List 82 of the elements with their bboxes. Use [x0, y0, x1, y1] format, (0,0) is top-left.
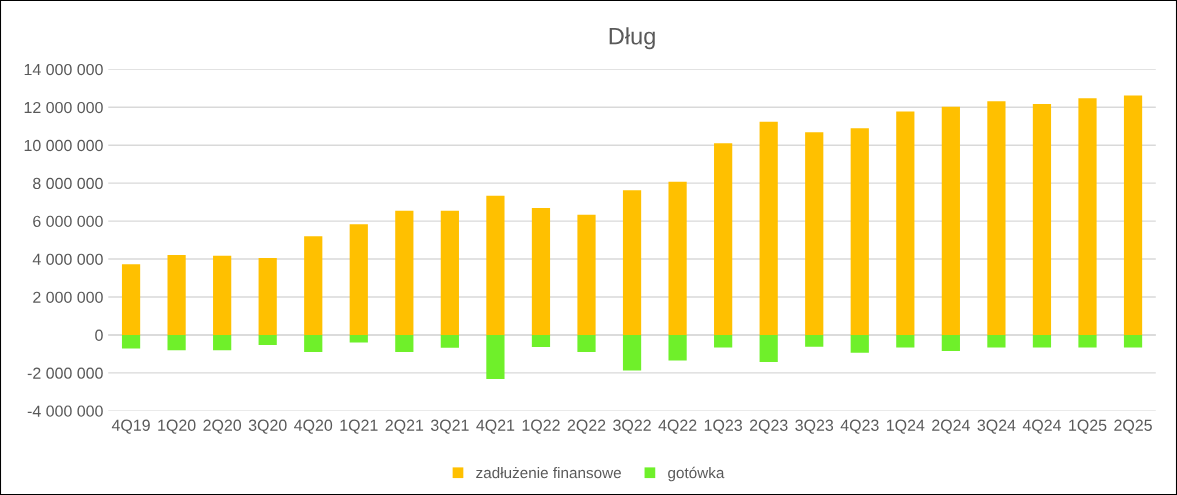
x-tick-label: 3Q24 [977, 419, 1016, 434]
y-tick-label: 6 000 000 [33, 215, 103, 228]
chart-title: Dług [609, 27, 655, 50]
bar [941, 106, 960, 335]
bar [714, 334, 733, 348]
x-tick-label: 1Q25 [1069, 419, 1107, 434]
bar [395, 210, 414, 335]
legend-label: zadłużenie finansowe [476, 467, 621, 479]
y-tick-label: 10 000 000 [24, 139, 103, 152]
x-tick-label: 1Q23 [704, 419, 742, 434]
bar [850, 128, 869, 335]
legend-label: gotówka [668, 466, 725, 482]
x-tick-label: 4Q22 [658, 419, 697, 434]
bar [213, 334, 232, 351]
bar [531, 208, 551, 335]
x-tick-label: 4Q23 [840, 419, 879, 434]
x-tick-label: 3Q23 [795, 419, 834, 434]
x-tick-label: 1Q21 [340, 419, 378, 434]
x-tick-label: 2Q20 [203, 419, 242, 434]
bar [304, 236, 323, 335]
bar [805, 132, 824, 335]
x-tick-label: 3Q22 [613, 419, 651, 434]
bar [668, 181, 687, 335]
bar [668, 334, 687, 361]
bar [440, 334, 459, 348]
bar [987, 334, 1006, 348]
bar [1078, 334, 1097, 348]
bar [395, 334, 414, 353]
bar [850, 334, 869, 353]
bar [121, 264, 141, 335]
bar [714, 143, 733, 335]
bar [987, 101, 1006, 335]
bar [1123, 95, 1143, 335]
x-tick-label: 2Q24 [932, 419, 970, 434]
bar [167, 334, 186, 351]
x-tick-label: 1Q20 [158, 419, 196, 434]
bar [258, 257, 277, 335]
bar [486, 334, 505, 379]
x-tick-label: 1Q22 [522, 419, 560, 434]
y-tick-label: 4 000 000 [32, 253, 103, 265]
bar [1032, 334, 1052, 348]
bar [304, 334, 323, 353]
bar [622, 334, 642, 371]
x-tick-label: 3Q21 [430, 419, 469, 434]
bar [622, 190, 642, 335]
bar [486, 195, 505, 335]
bar [440, 210, 459, 335]
bar [1032, 104, 1052, 335]
x-tick-label: 2Q22 [567, 419, 606, 434]
bar [349, 334, 368, 343]
y-tick-label: -2 000 000 [27, 367, 103, 379]
x-tick-label: 4Q21 [476, 419, 515, 434]
bar [258, 334, 277, 346]
x-tick-label: 2Q23 [749, 419, 788, 434]
bar [121, 334, 141, 349]
bar [577, 214, 596, 335]
bar [577, 334, 596, 353]
x-tick-label: 1Q24 [887, 419, 925, 434]
x-tick-label: 2Q21 [385, 419, 424, 434]
bar [896, 111, 915, 335]
y-tick-label: -4 000 000 [27, 405, 103, 417]
y-tick-label: 8 000 000 [33, 177, 103, 190]
y-tick-label: 12 000 000 [24, 101, 103, 114]
bar [1123, 334, 1143, 348]
bar [759, 121, 778, 335]
bar [349, 224, 368, 335]
y-tick-label: 2 000 000 [33, 291, 103, 303]
bar [941, 334, 960, 352]
bar [1078, 98, 1097, 335]
bar [896, 334, 915, 348]
x-tick-label: 2Q25 [1114, 419, 1152, 434]
bar [759, 334, 778, 362]
x-tick-label: 4Q19 [111, 419, 150, 434]
bar [805, 334, 824, 347]
bar [213, 255, 232, 335]
bar [167, 254, 186, 335]
y-tick-label: 14 000 000 [24, 63, 103, 76]
x-tick-label: 4Q20 [294, 419, 333, 434]
bar [531, 334, 551, 348]
y-tick-label: 0 [95, 329, 103, 341]
x-tick-label: 3Q20 [248, 419, 287, 434]
x-tick-label: 4Q24 [1022, 419, 1062, 434]
